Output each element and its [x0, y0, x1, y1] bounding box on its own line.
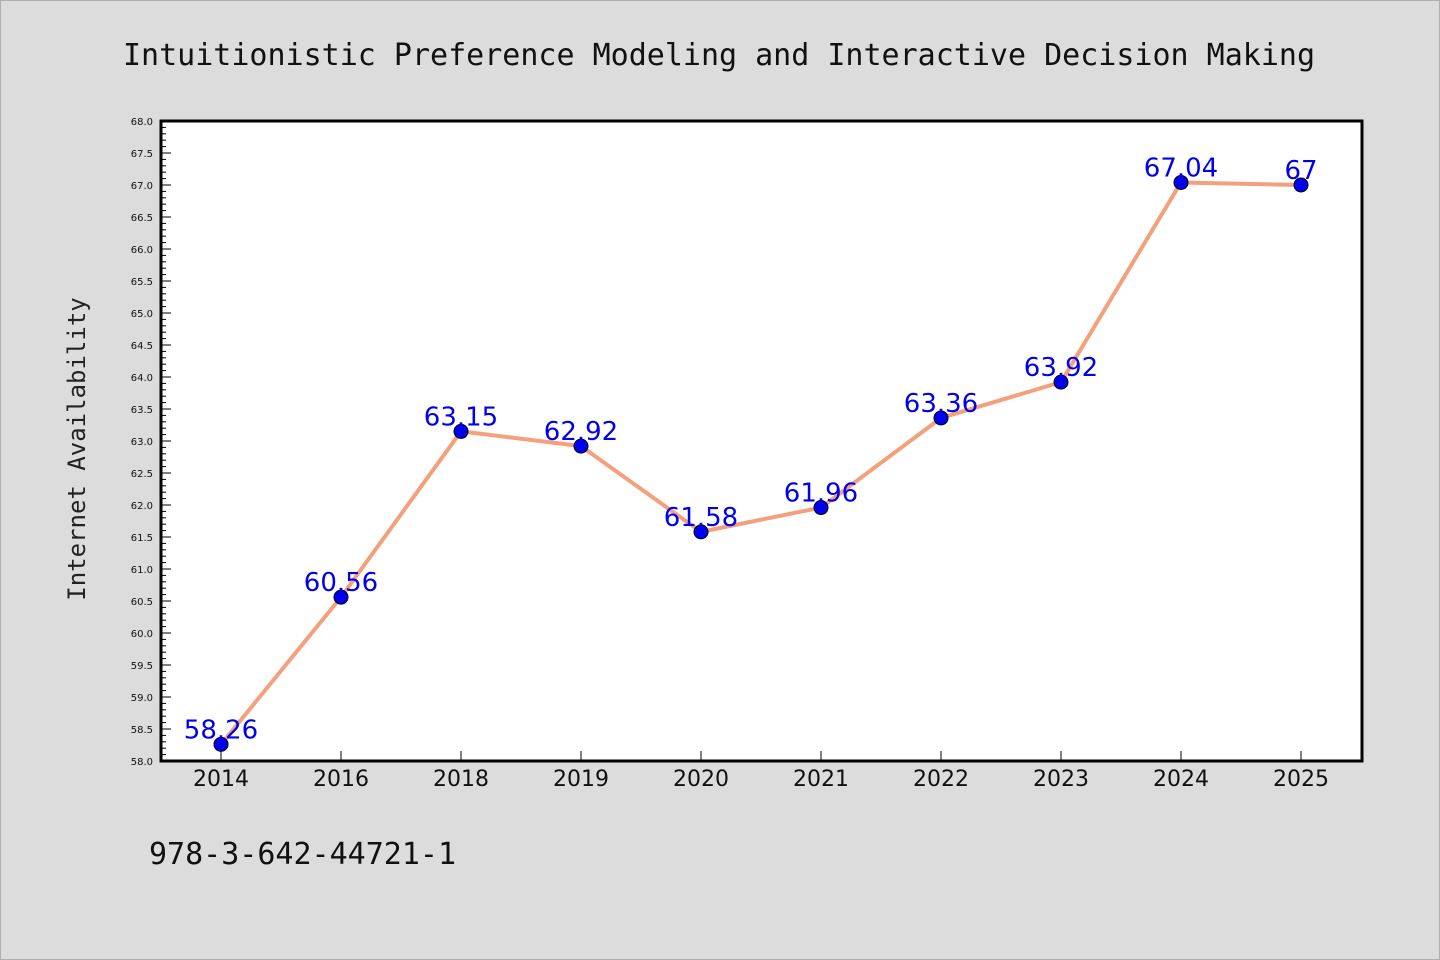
plot-area — [159, 119, 1364, 763]
data-point-marker — [213, 736, 229, 752]
data-label: 58.26 — [184, 715, 258, 745]
y-tick-label: 60.0 — [131, 629, 153, 640]
y-tick-label: 58.0 — [131, 757, 153, 768]
chart-title: Intuitionistic Preference Modeling and I… — [123, 38, 1315, 73]
y-tick-label: 63.0 — [131, 437, 153, 448]
data-point-marker — [1173, 174, 1189, 190]
x-tick-label: 2022 — [913, 767, 969, 792]
y-axis-ticks: 58.0 58.5 59.0 59.5 60.0 60.5 61.0 61.5 62.0 62.5… — [131, 117, 171, 768]
data-point-marker — [573, 438, 589, 454]
data-point-marker — [1293, 177, 1309, 193]
data-point-marker — [1053, 374, 1069, 390]
data-label: 67.04 — [1144, 153, 1218, 183]
data-point-marker — [333, 589, 349, 605]
data-point-marker — [453, 423, 469, 439]
x-tick-label: 2016 — [313, 767, 369, 792]
data-labels-group: 58.26 60.56 63.15 62.92 61.58 61.96 63.36 63.92… — [184, 153, 1318, 745]
data-label: 60.56 — [304, 568, 378, 598]
y-axis-label: Internet Availability — [63, 297, 91, 600]
y-tick-label: 62.5 — [131, 469, 153, 480]
y-tick-label: 64.5 — [131, 341, 153, 352]
data-label: 67 — [1284, 156, 1317, 186]
series-line-group — [219, 180, 1303, 747]
y-tick-label: 64.0 — [131, 373, 153, 384]
series-line — [219, 180, 1303, 747]
x-tick-label: 2019 — [553, 767, 609, 792]
data-label: 63.92 — [1024, 353, 1098, 383]
y-tick-label: 66.0 — [131, 245, 153, 256]
x-tick-label: 2021 — [793, 767, 849, 792]
x-axis-ticks: 2014 2016 2018 2019 2020 2021 2022 2023 2024 2025 — [193, 751, 1329, 792]
data-label: 63.36 — [904, 389, 978, 419]
data-point-marker — [933, 410, 949, 426]
x-tick-label: 2018 — [433, 767, 489, 792]
y-tick-label: 59.0 — [131, 693, 153, 704]
x-tick-label: 2025 — [1273, 767, 1329, 792]
x-tick-label: 2020 — [673, 767, 729, 792]
data-point-marker — [813, 500, 829, 516]
y-tick-label: 65.5 — [131, 277, 153, 288]
x-tick-label: 2024 — [1153, 767, 1209, 792]
y-tick-label: 63.5 — [131, 405, 153, 416]
footer-isbn: 978-3-642-44721-1 — [149, 837, 456, 872]
y-tick-label: 62.0 — [131, 501, 153, 512]
x-tick-label: 2014 — [193, 767, 249, 792]
y-tick-label: 59.5 — [131, 661, 153, 672]
y-tick-label: 67.5 — [131, 149, 153, 160]
data-label: 61.58 — [664, 503, 738, 533]
x-tick-label: 2023 — [1033, 767, 1089, 792]
y-tick-label: 65.0 — [131, 309, 153, 320]
data-label: 63.15 — [424, 402, 498, 432]
data-point-marker — [693, 524, 709, 540]
data-label: 61.96 — [784, 479, 858, 509]
y-tick-label: 61.5 — [131, 533, 153, 544]
y-tick-label: 60.5 — [131, 597, 153, 608]
y-tick-label: 61.0 — [131, 565, 153, 576]
data-label: 62.92 — [544, 417, 618, 447]
y-tick-label: 66.5 — [131, 213, 153, 224]
y-tick-label: 68.0 — [131, 117, 153, 128]
data-markers — [213, 174, 1309, 752]
y-tick-label: 67.0 — [131, 181, 153, 192]
y-tick-label: 58.5 — [131, 725, 153, 736]
